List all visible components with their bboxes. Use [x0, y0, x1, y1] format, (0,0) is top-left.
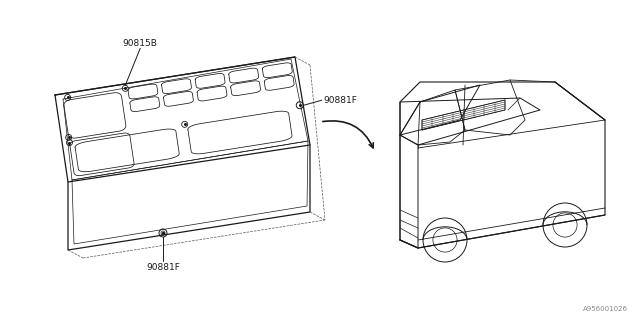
- Text: A956001026: A956001026: [583, 306, 628, 312]
- Text: 90815B: 90815B: [123, 39, 157, 48]
- Text: 90881F: 90881F: [324, 96, 358, 105]
- Text: 90881F: 90881F: [146, 263, 180, 272]
